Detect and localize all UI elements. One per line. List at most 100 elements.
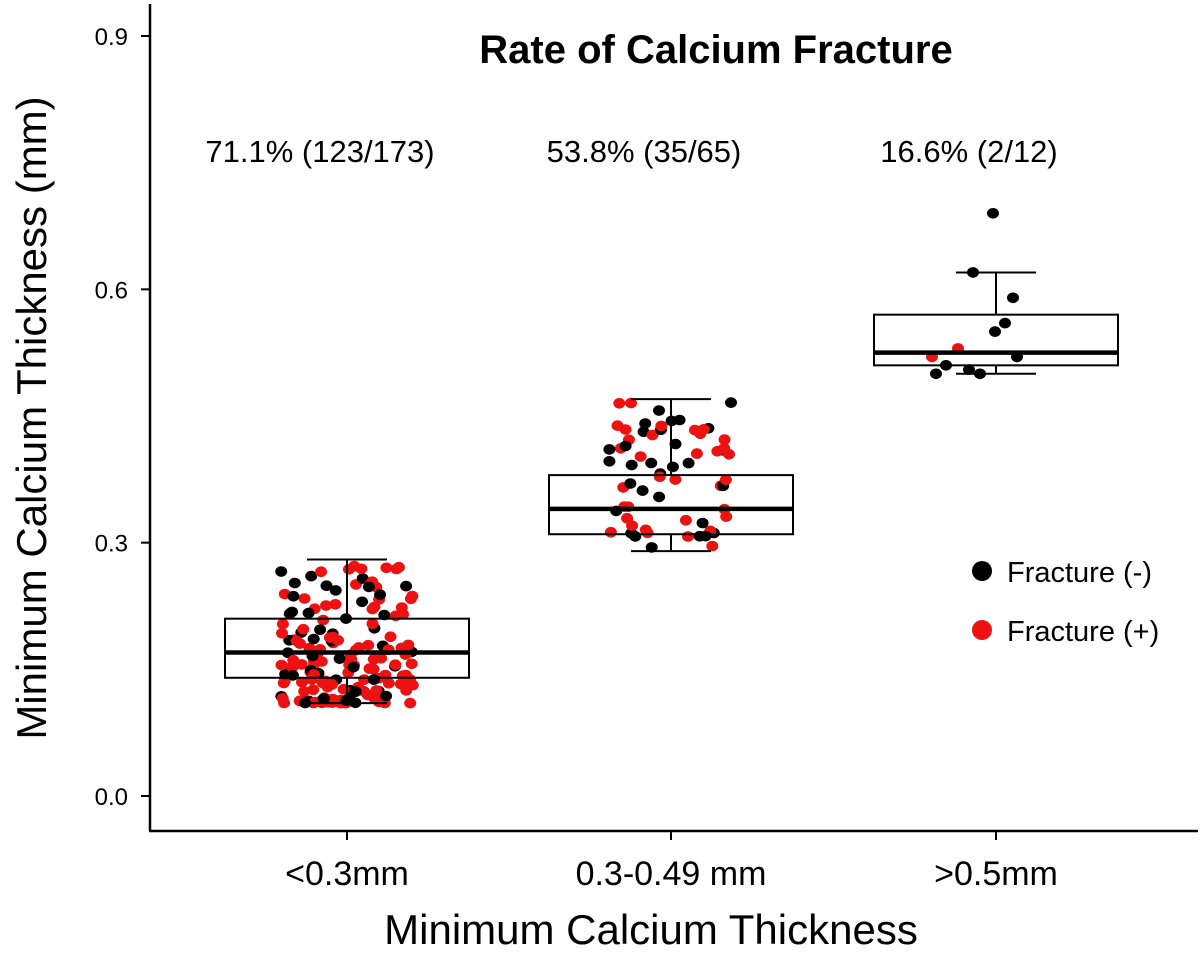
data-point [302,607,315,619]
data-point [329,599,342,610]
x-tick-label: >0.5mm [934,855,1058,893]
data-point [719,474,732,486]
data-point [276,618,289,630]
data-point [320,580,333,591]
data-point [639,418,652,429]
fracture-rate-annotation: 16.6% (2/12) [880,134,1058,169]
legend-label-fracture-negative: Fracture (-) [1007,557,1152,589]
data-point [327,631,340,643]
data-point [287,654,300,666]
data-point [315,566,328,577]
data-point [653,491,666,503]
data-point [307,633,320,645]
data-point [694,428,707,440]
data-point [366,603,379,615]
y-tick-label: 0.6 [95,277,128,304]
data-point [275,659,288,671]
data-point [382,677,395,689]
x-tick-label: 0.3-0.49 mm [576,855,767,893]
data-point [389,659,402,670]
data-point [1007,292,1019,304]
data-point [370,685,383,696]
box-iqr [873,313,1119,367]
data-point [374,589,387,600]
data-point [290,635,303,647]
y-axis-title: Minimum Calcium Thickness (mm) [8,96,55,739]
data-point [690,448,703,459]
data-point [682,457,695,469]
data-point [380,562,393,574]
legend-label-fracture-positive: Fracture (+) [1007,616,1159,648]
data-point [646,429,659,441]
data-point [356,573,369,584]
data-point [655,420,668,432]
data-point [329,585,342,596]
data-point [347,661,360,673]
data-point [362,639,375,651]
data-point [634,451,647,462]
data-point [287,590,300,602]
data-point [404,697,417,709]
data-point [666,461,679,473]
y-ticks: 0.0 0.3 0.6 0.9 [95,24,150,811]
data-point [375,652,388,664]
data-point [406,679,419,691]
data-point [296,677,308,688]
chart-title: Rate of Calcium Fracture [479,28,952,72]
data-point [645,457,658,469]
data-point [696,517,709,529]
data-point [625,397,637,409]
data-point [366,618,379,629]
data-point [930,368,942,380]
data-point [963,364,975,375]
y-tick-label: 0.9 [95,24,128,51]
data-point [316,677,329,689]
data-point [380,690,393,702]
data-point [999,317,1011,329]
data-point [286,606,298,618]
data-point [645,542,658,553]
box-iqr [548,474,794,536]
data-point [603,456,616,467]
legend-dot-fracture-negative [972,561,992,581]
box-iqr [224,617,470,679]
data-point [989,326,1001,337]
data-point [384,631,397,642]
data-point [706,540,719,552]
data-point [298,593,311,604]
data-point [636,485,649,496]
data-point [326,679,338,690]
data-point [298,686,311,697]
data-point [356,596,369,608]
data-point [679,514,692,526]
data-point [320,600,332,611]
data-point [669,438,682,450]
data-point [305,570,318,582]
data-point [718,434,731,445]
data-point [611,420,624,431]
data-point [299,697,312,709]
data-point [653,405,665,416]
data-point [603,444,616,455]
data-point [404,593,417,605]
data-point [288,577,301,589]
data-point [987,208,999,219]
y-tick-label: 0.3 [95,531,128,558]
fracture-rate-annotation: 71.1% (123/173) [205,134,434,169]
data-point [669,474,682,485]
data-point [624,478,637,489]
boxes-layer [224,271,1119,705]
data-point [307,684,320,695]
data-point [275,566,288,577]
data-point [317,693,330,704]
data-point [639,524,652,536]
data-point [625,459,638,471]
data-point [626,520,639,531]
data-point [392,561,405,573]
data-point [308,696,321,708]
annotations: 71.1% (123/173) 53.8% (35/65) 16.6% (2/12) [205,134,1057,169]
data-point [613,398,626,409]
data-point [352,642,365,653]
legend-dot-fracture-positive [972,620,992,640]
